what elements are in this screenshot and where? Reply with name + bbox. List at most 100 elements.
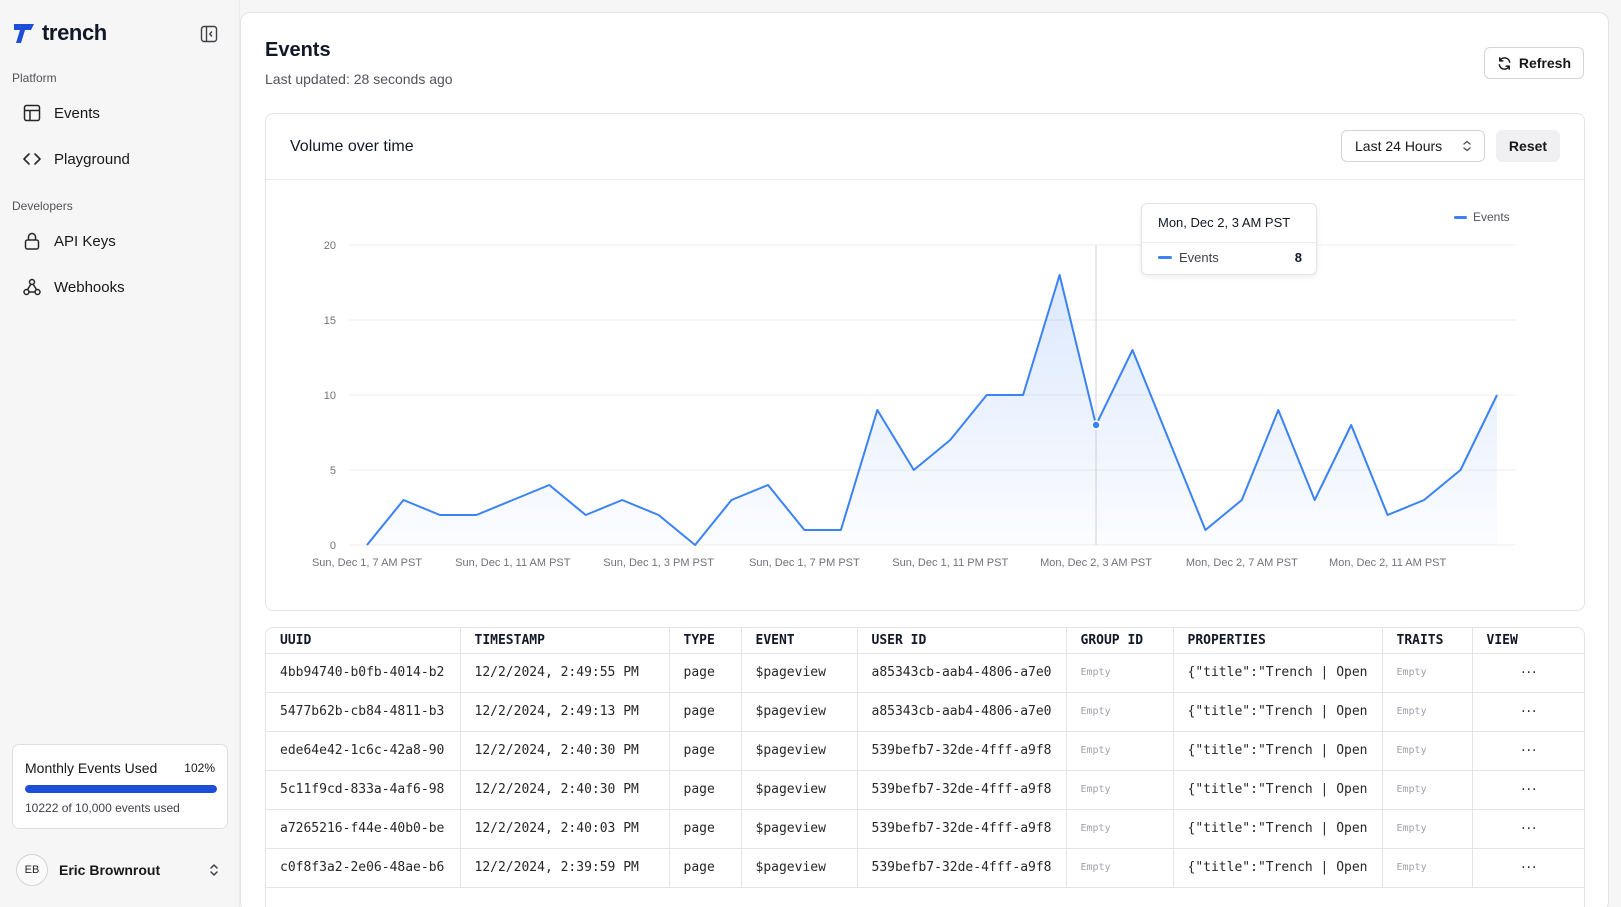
cell-event: $pageview bbox=[741, 653, 858, 693]
x-tick-label: Mon, Dec 2, 7 AM PST bbox=[1186, 557, 1298, 569]
cell-user-id: 539befb7-32de-4fff-a9f8 bbox=[857, 809, 1067, 849]
column-header-timestamp[interactable]: TIMESTAMP bbox=[460, 628, 670, 654]
sidebar-item-playground[interactable]: Playground bbox=[12, 140, 228, 178]
more-options-button[interactable]: ··· bbox=[1521, 859, 1538, 876]
table-row[interactable]: 5c11f9cd-833a-4af6-98 12/2/2024, 2:40:30… bbox=[266, 770, 1584, 810]
column-header-event[interactable]: EVENT bbox=[741, 628, 858, 654]
usage-progress-bar bbox=[25, 785, 217, 793]
avatar: EB bbox=[16, 854, 48, 886]
more-options-button[interactable]: ··· bbox=[1521, 820, 1538, 837]
cell-uuid: a7265216-f44e-40b0-be bbox=[266, 809, 461, 849]
chevron-up-down-icon bbox=[1463, 140, 1471, 152]
x-tick-label: Mon, Dec 2, 11 AM PST bbox=[1329, 557, 1446, 569]
y-tick-label: 20 bbox=[324, 240, 336, 252]
y-tick-label: 5 bbox=[330, 465, 336, 477]
cell-properties: {"title":"Trench | Open bbox=[1173, 809, 1383, 849]
user-menu-button[interactable]: EB Eric Brownrout bbox=[12, 850, 228, 890]
cell-timestamp: 12/2/2024, 2:39:59 PM bbox=[460, 848, 670, 888]
x-tick-label: Sun, Dec 1, 11 AM PST bbox=[455, 557, 571, 569]
cell-group-id: Empty bbox=[1066, 731, 1174, 771]
cell-traits: Empty bbox=[1382, 653, 1473, 693]
sidebar-item-events[interactable]: Events bbox=[12, 94, 228, 132]
usage-title: Monthly Events Used bbox=[25, 760, 158, 776]
series-area-events bbox=[367, 275, 1497, 545]
cell-uuid: ede64e42-1c6c-42a8-90 bbox=[266, 731, 461, 771]
sidebar-item-webhooks[interactable]: Webhooks bbox=[12, 268, 228, 306]
cell-type: page bbox=[669, 770, 742, 810]
time-range-select[interactable]: Last 24 Hours bbox=[1341, 130, 1485, 162]
page-title: Events bbox=[265, 39, 331, 61]
table-row[interactable]: 5477b62b-cb84-4811-b3 12/2/2024, 2:49:13… bbox=[266, 692, 1584, 732]
time-range-value: Last 24 Hours bbox=[1355, 138, 1443, 154]
cell-view: ··· bbox=[1472, 848, 1584, 888]
reset-button[interactable]: Reset bbox=[1496, 130, 1560, 162]
table-row[interactable]: c0f8f3a2-2e06-48ae-b6 12/2/2024, 2:39:59… bbox=[266, 848, 1584, 888]
column-header-user-id[interactable]: USER ID bbox=[857, 628, 1067, 654]
series-line-events bbox=[366, 274, 1498, 546]
usage-detail: 10222 of 10,000 events used bbox=[25, 801, 180, 815]
trench-logo-icon bbox=[14, 24, 34, 43]
sidebar-item-label: API Keys bbox=[54, 232, 116, 250]
cell-event: $pageview bbox=[741, 731, 858, 771]
column-header-traits[interactable]: TRAITS bbox=[1382, 628, 1473, 654]
cell-user-id: 539befb7-32de-4fff-a9f8 bbox=[857, 770, 1067, 810]
cell-user-id: 539befb7-32de-4fff-a9f8 bbox=[857, 731, 1067, 771]
column-header-view[interactable]: VIEW bbox=[1472, 628, 1584, 654]
cell-timestamp: 12/2/2024, 2:40:03 PM bbox=[460, 809, 670, 849]
events-table: UUID TIMESTAMP TYPE EVENT USER ID GROUP … bbox=[266, 628, 1584, 888]
cell-event: $pageview bbox=[741, 848, 858, 888]
column-header-type[interactable]: TYPE bbox=[669, 628, 742, 654]
cell-timestamp: 12/2/2024, 2:40:30 PM bbox=[460, 731, 670, 771]
cell-traits: Empty bbox=[1382, 848, 1473, 888]
refresh-button[interactable]: Refresh bbox=[1483, 47, 1584, 79]
column-header-properties[interactable]: PROPERTIES bbox=[1173, 628, 1383, 654]
more-options-button[interactable]: ··· bbox=[1521, 781, 1538, 798]
tooltip-value: 8 bbox=[1294, 250, 1302, 265]
chart-title: Volume over time bbox=[290, 138, 414, 155]
column-header-uuid[interactable]: UUID bbox=[266, 628, 461, 654]
cell-properties: {"title":"Trench | Open bbox=[1173, 692, 1383, 732]
cell-view: ··· bbox=[1472, 653, 1584, 693]
cell-properties: {"title":"Trench | Open bbox=[1173, 653, 1383, 693]
chart-legend: Events bbox=[1454, 210, 1510, 224]
user-name: Eric Brownrout bbox=[59, 862, 161, 878]
chevron-up-down-icon bbox=[210, 864, 218, 876]
usage-card: Monthly Events Used 102% 10222 of 10,000… bbox=[12, 744, 228, 829]
tooltip-swatch bbox=[1158, 256, 1172, 259]
cell-user-id: a85343cb-aab4-4806-a7e0 bbox=[857, 653, 1067, 693]
cell-properties: {"title":"Trench | Open bbox=[1173, 770, 1383, 810]
highlighted-data-point bbox=[1091, 420, 1101, 430]
brand-name: trench bbox=[42, 20, 107, 45]
brand[interactable]: trench bbox=[12, 20, 107, 46]
table-row[interactable]: 4bb94740-b0fb-4014-b2 12/2/2024, 2:49:55… bbox=[266, 653, 1584, 693]
refresh-icon bbox=[1498, 56, 1511, 70]
y-tick-label: 0 bbox=[330, 540, 336, 552]
volume-chart-card: Volume over time Last 24 Hours Reset 0 5 1… bbox=[265, 113, 1585, 611]
webhook-icon bbox=[23, 278, 41, 296]
volume-chart[interactable]: 0 5 10 15 20 Sun, Dec 1, 7 AM PST Sun, Dec 1, … bbox=[266, 180, 1584, 610]
cell-event: $pageview bbox=[741, 692, 858, 732]
x-tick-label: Sun, Dec 1, 7 PM PST bbox=[749, 557, 860, 569]
cell-group-id: Empty bbox=[1066, 692, 1174, 732]
table-row[interactable]: ede64e42-1c6c-42a8-90 12/2/2024, 2:40:30… bbox=[266, 731, 1584, 771]
more-options-button[interactable]: ··· bbox=[1521, 664, 1538, 681]
column-header-group-id[interactable]: GROUP ID bbox=[1066, 628, 1174, 654]
cell-properties: {"title":"Trench | Open bbox=[1173, 731, 1383, 771]
cell-group-id: Empty bbox=[1066, 653, 1174, 693]
sidebar-collapse-icon bbox=[200, 25, 218, 43]
x-tick-label: Sun, Dec 1, 3 PM PST bbox=[603, 557, 714, 569]
more-options-button[interactable]: ··· bbox=[1521, 703, 1538, 720]
legend-label: Events bbox=[1473, 210, 1510, 224]
sidebar-item-api-keys[interactable]: API Keys bbox=[12, 222, 228, 260]
x-tick-label: Sun, Dec 1, 7 AM PST bbox=[312, 557, 422, 569]
x-tick-label: Sun, Dec 1, 11 PM PST bbox=[892, 557, 1008, 569]
cell-event: $pageview bbox=[741, 809, 858, 849]
cell-view: ··· bbox=[1472, 731, 1584, 771]
cell-properties: {"title":"Trench | Open bbox=[1173, 848, 1383, 888]
more-options-button[interactable]: ··· bbox=[1521, 742, 1538, 759]
sidebar-item-label: Playground bbox=[54, 150, 130, 168]
cell-user-id: a85343cb-aab4-4806-a7e0 bbox=[857, 692, 1067, 732]
cell-uuid: 4bb94740-b0fb-4014-b2 bbox=[266, 653, 461, 693]
table-row[interactable]: a7265216-f44e-40b0-be 12/2/2024, 2:40:03… bbox=[266, 809, 1584, 849]
sidebar-toggle-button[interactable] bbox=[199, 24, 219, 44]
